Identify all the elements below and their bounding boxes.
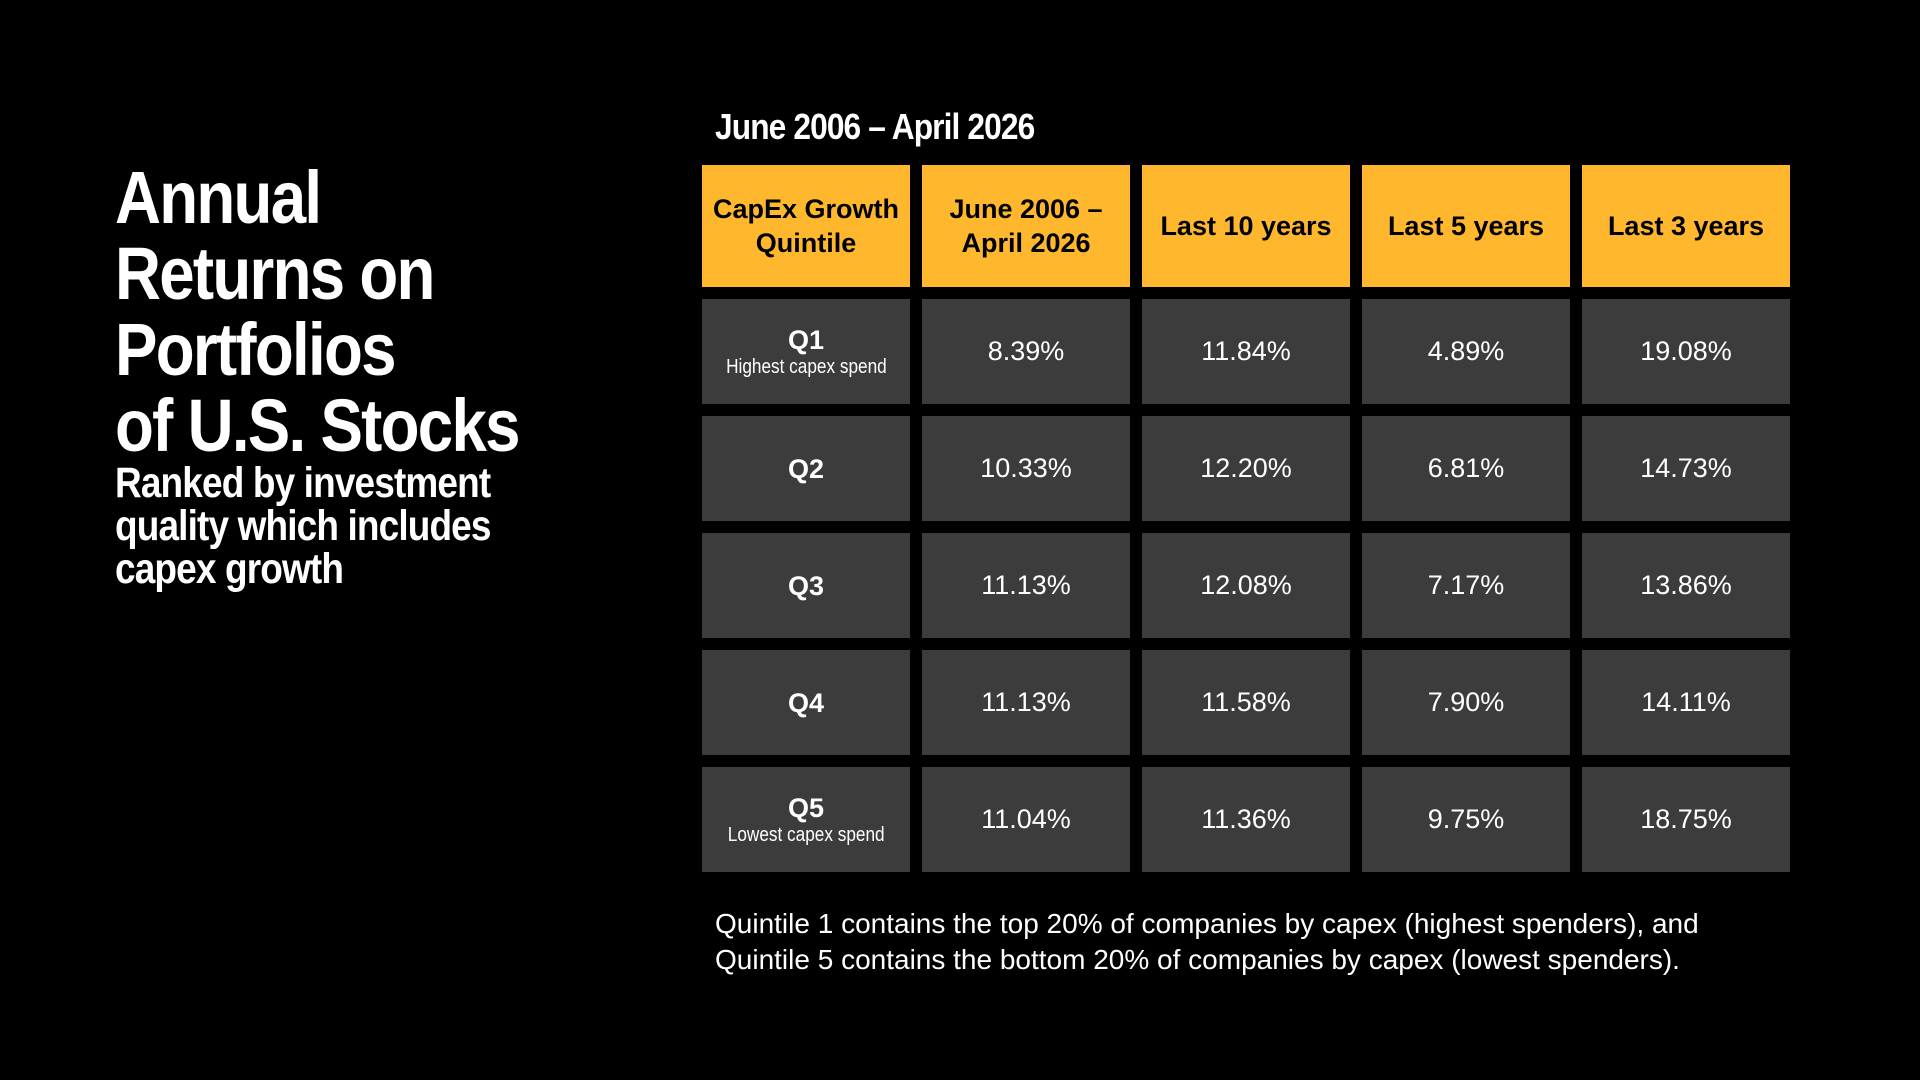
value-cell: 14.11% xyxy=(1582,650,1790,755)
value-cell: 11.36% xyxy=(1142,767,1350,872)
quintile-note: Lowest capex spend xyxy=(727,823,885,846)
quintile-cell-q4: Q4 xyxy=(702,650,910,755)
page-subtitle: Ranked by investment quality which inclu… xyxy=(115,459,491,593)
value-cell: 9.75% xyxy=(1362,767,1570,872)
header-last-3-years: Last 3 years xyxy=(1582,165,1790,287)
quintile-label: Q3 xyxy=(787,570,825,601)
header-last-10-years: Last 10 years xyxy=(1142,165,1350,287)
header-quintile: CapEx Growth Quintile xyxy=(702,165,910,287)
value-cell: 13.86% xyxy=(1582,533,1790,638)
returns-table: CapEx Growth Quintile June 2006 – April … xyxy=(702,165,1790,872)
value-cell: 12.08% xyxy=(1142,533,1350,638)
value-cell: 11.84% xyxy=(1142,299,1350,404)
value-cell: 18.75% xyxy=(1582,767,1790,872)
value-cell: 10.33% xyxy=(922,416,1130,521)
value-cell: 14.73% xyxy=(1582,416,1790,521)
quintile-cell-q1: Q1 Highest capex spend xyxy=(702,299,910,404)
value-cell: 7.90% xyxy=(1362,650,1570,755)
quintile-note: Highest capex spend xyxy=(725,355,887,378)
value-cell: 8.39% xyxy=(922,299,1130,404)
value-cell: 11.04% xyxy=(922,767,1130,872)
value-cell: 4.89% xyxy=(1362,299,1570,404)
quintile-label: Q2 xyxy=(787,453,825,484)
quintile-label: Q5 xyxy=(787,792,825,823)
page-title: Annual Returns on Portfolios of U.S. Sto… xyxy=(115,156,521,467)
title-block: Annual Returns on Portfolios of U.S. Sto… xyxy=(115,160,635,591)
quintile-cell-q5: Q5 Lowest capex spend xyxy=(702,767,910,872)
value-cell: 19.08% xyxy=(1582,299,1790,404)
quintile-label: Q1 xyxy=(787,324,825,355)
value-cell: 11.58% xyxy=(1142,650,1350,755)
value-cell: 7.17% xyxy=(1362,533,1570,638)
quintile-cell-q3: Q3 xyxy=(702,533,910,638)
value-cell: 12.20% xyxy=(1142,416,1350,521)
value-cell: 11.13% xyxy=(922,650,1130,755)
quintile-label: Q4 xyxy=(787,687,825,718)
value-cell: 11.13% xyxy=(922,533,1130,638)
period-label: June 2006 – April 2026 xyxy=(715,106,1035,147)
quintile-cell-q2: Q2 xyxy=(702,416,910,521)
footnote: Quintile 1 contains the top 20% of compa… xyxy=(715,908,1699,975)
header-full-period: June 2006 – April 2026 xyxy=(922,165,1130,287)
value-cell: 6.81% xyxy=(1362,416,1570,521)
header-last-5-years: Last 5 years xyxy=(1362,165,1570,287)
